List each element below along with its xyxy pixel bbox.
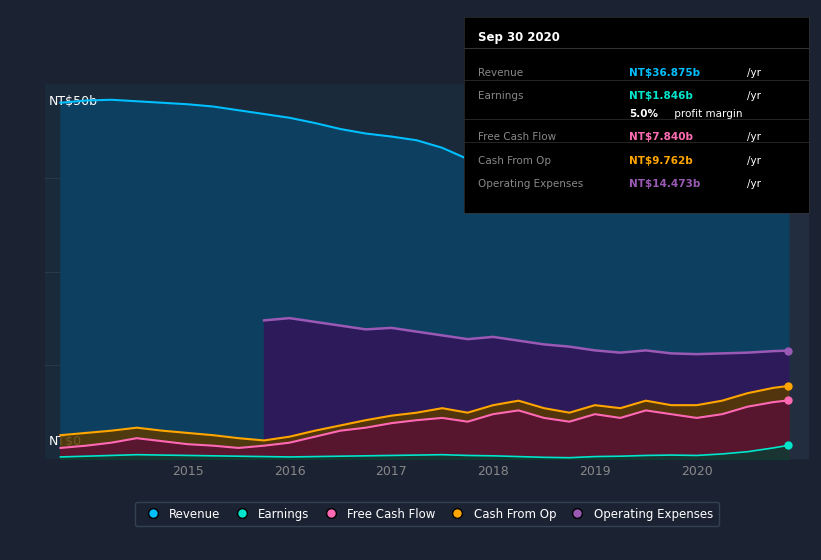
Text: Free Cash Flow: Free Cash Flow <box>478 133 556 142</box>
Text: Cash From Op: Cash From Op <box>478 156 551 166</box>
Text: Revenue: Revenue <box>478 68 523 78</box>
Text: /yr: /yr <box>746 91 760 101</box>
Text: /yr: /yr <box>746 179 760 189</box>
Text: /yr: /yr <box>746 68 760 78</box>
Text: NT$14.473b: NT$14.473b <box>630 179 701 189</box>
Text: Earnings: Earnings <box>478 91 523 101</box>
Text: Operating Expenses: Operating Expenses <box>478 179 583 189</box>
Legend: Revenue, Earnings, Free Cash Flow, Cash From Op, Operating Expenses: Revenue, Earnings, Free Cash Flow, Cash … <box>135 502 719 526</box>
Text: NT$36.875b: NT$36.875b <box>630 68 700 78</box>
Bar <box>740 84 809 459</box>
Text: NT$1.846b: NT$1.846b <box>630 91 693 101</box>
Text: 5.0%: 5.0% <box>630 109 658 119</box>
Text: NT$9.762b: NT$9.762b <box>630 156 693 166</box>
Text: NT$50b: NT$50b <box>49 95 98 108</box>
Text: Sep 30 2020: Sep 30 2020 <box>478 31 560 44</box>
Text: profit margin: profit margin <box>671 109 742 119</box>
Text: NT$7.840b: NT$7.840b <box>630 133 694 142</box>
Text: /yr: /yr <box>746 156 760 166</box>
Text: NT$0: NT$0 <box>49 435 82 448</box>
Text: /yr: /yr <box>746 133 760 142</box>
